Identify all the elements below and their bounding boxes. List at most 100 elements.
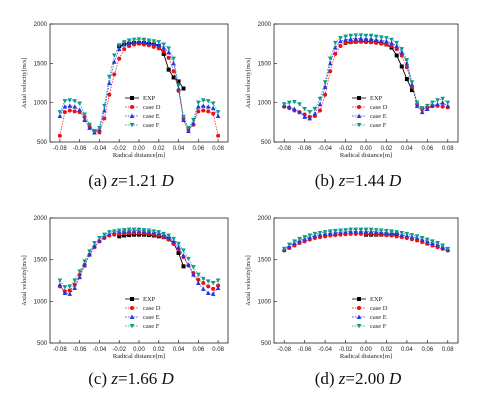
data-point-case-f — [430, 239, 435, 244]
data-point-case-f — [394, 230, 399, 235]
data-point-case-f — [425, 103, 430, 109]
data-point-case-f — [176, 241, 181, 247]
data-point-case-f — [414, 100, 420, 106]
data-point-case-f — [297, 102, 302, 107]
data-point-exp — [166, 67, 171, 72]
data-point-case-f — [338, 228, 343, 233]
series-case-e — [57, 39, 221, 135]
x-tick-label: 0.06 — [192, 146, 204, 152]
data-point-case-f — [191, 265, 196, 270]
data-point-case-f — [322, 80, 328, 85]
data-point-case-f — [333, 228, 338, 234]
caption-part: =1.66 — [118, 369, 162, 388]
data-point-case-e — [430, 103, 435, 108]
data-point-case-f — [205, 99, 211, 104]
data-point-case-d — [102, 116, 107, 121]
data-point-case-e — [333, 45, 338, 50]
data-point-case-e — [77, 107, 82, 112]
x-tick-label: -0.04 — [93, 146, 107, 152]
data-point-case-e — [373, 37, 379, 42]
legend-label-case-d: case D — [143, 305, 161, 312]
caption-part: z — [338, 369, 346, 388]
x-tick-label: -0.08 — [53, 146, 67, 152]
legend-marker-exp — [357, 96, 361, 100]
data-point-case-f — [111, 53, 117, 58]
series-line-case-d — [59, 232, 219, 292]
data-point-case-f — [200, 276, 206, 282]
y-tick-label: 2000 — [34, 22, 48, 28]
x-tick-label: 0.02 — [381, 146, 393, 152]
data-point-case-f — [146, 38, 152, 43]
data-point-case-f — [131, 227, 137, 233]
data-point-case-d — [333, 51, 338, 56]
data-point-case-e — [343, 37, 348, 42]
data-point-case-f — [281, 246, 287, 252]
data-point-case-f — [379, 228, 384, 233]
data-point-case-e — [440, 100, 445, 105]
legend-marker-case-f — [356, 324, 362, 329]
series-case-d — [57, 231, 221, 294]
data-point-case-e — [205, 104, 211, 109]
data-point-case-e — [445, 103, 451, 108]
data-point-case-e — [181, 117, 186, 122]
x-tick-label: -0.08 — [277, 146, 291, 152]
data-point-case-f — [166, 46, 171, 51]
y-axis-label: Axial velocity[m/s] — [21, 58, 28, 109]
data-point-case-e — [379, 38, 384, 43]
data-point-case-d — [72, 109, 77, 114]
data-point-exp — [127, 233, 132, 238]
legend-label-exp: EXP — [143, 296, 156, 303]
data-point-case-f — [327, 229, 333, 234]
data-point-exp — [176, 79, 181, 84]
data-point-case-d — [379, 41, 384, 46]
series-case-e — [281, 36, 451, 121]
x-tick-label: 0.00 — [360, 146, 372, 152]
data-point-exp — [394, 53, 399, 58]
data-point-case-f — [312, 231, 318, 237]
data-point-case-e — [92, 243, 97, 249]
data-point-case-d — [318, 108, 322, 113]
y-tick-label: 1000 — [258, 101, 272, 107]
data-point-case-d — [201, 281, 206, 285]
legend-label-case-f: case F — [370, 122, 387, 129]
legend-marker-case-d — [357, 105, 361, 109]
data-point-exp — [171, 75, 176, 80]
data-point-case-e — [384, 38, 389, 44]
data-point-case-e — [191, 120, 196, 126]
data-point-exp — [399, 64, 404, 69]
data-point-case-d — [117, 56, 122, 61]
data-point-case-f — [196, 272, 201, 278]
data-point-case-d — [440, 104, 445, 109]
series-line-case-f — [283, 229, 448, 250]
x-tick-label: -0.06 — [73, 347, 87, 353]
data-point-case-e — [317, 101, 323, 107]
data-point-exp — [117, 234, 122, 239]
data-point-exp — [122, 233, 127, 238]
data-point-case-f — [348, 33, 353, 39]
data-point-case-e — [87, 125, 92, 130]
data-point-case-e — [389, 40, 394, 45]
x-tick-label: 0.08 — [442, 347, 454, 353]
data-point-case-f — [440, 96, 445, 102]
x-tick-label: 0.02 — [153, 347, 165, 353]
data-point-case-e — [425, 106, 430, 111]
data-point-case-e — [67, 291, 73, 296]
data-point-case-d — [394, 47, 399, 52]
data-point-case-d — [62, 110, 67, 115]
data-point-case-e — [338, 38, 343, 44]
legend-label-case-d: case D — [143, 104, 161, 111]
data-point-case-f — [363, 227, 369, 233]
data-point-case-f — [156, 40, 162, 45]
data-point-case-f — [399, 231, 405, 236]
x-tick-label: 0.04 — [401, 146, 413, 152]
data-point-case-f — [292, 99, 297, 105]
data-point-case-f — [171, 236, 176, 242]
data-point-case-e — [292, 106, 297, 111]
data-point-case-d — [171, 69, 176, 74]
x-tick-label: 0.08 — [212, 347, 224, 353]
data-point-case-f — [186, 125, 191, 131]
caption-part: D — [161, 369, 175, 388]
data-point-case-f — [77, 101, 82, 106]
data-point-case-f — [141, 228, 147, 233]
legend-marker-case-d — [130, 105, 134, 109]
